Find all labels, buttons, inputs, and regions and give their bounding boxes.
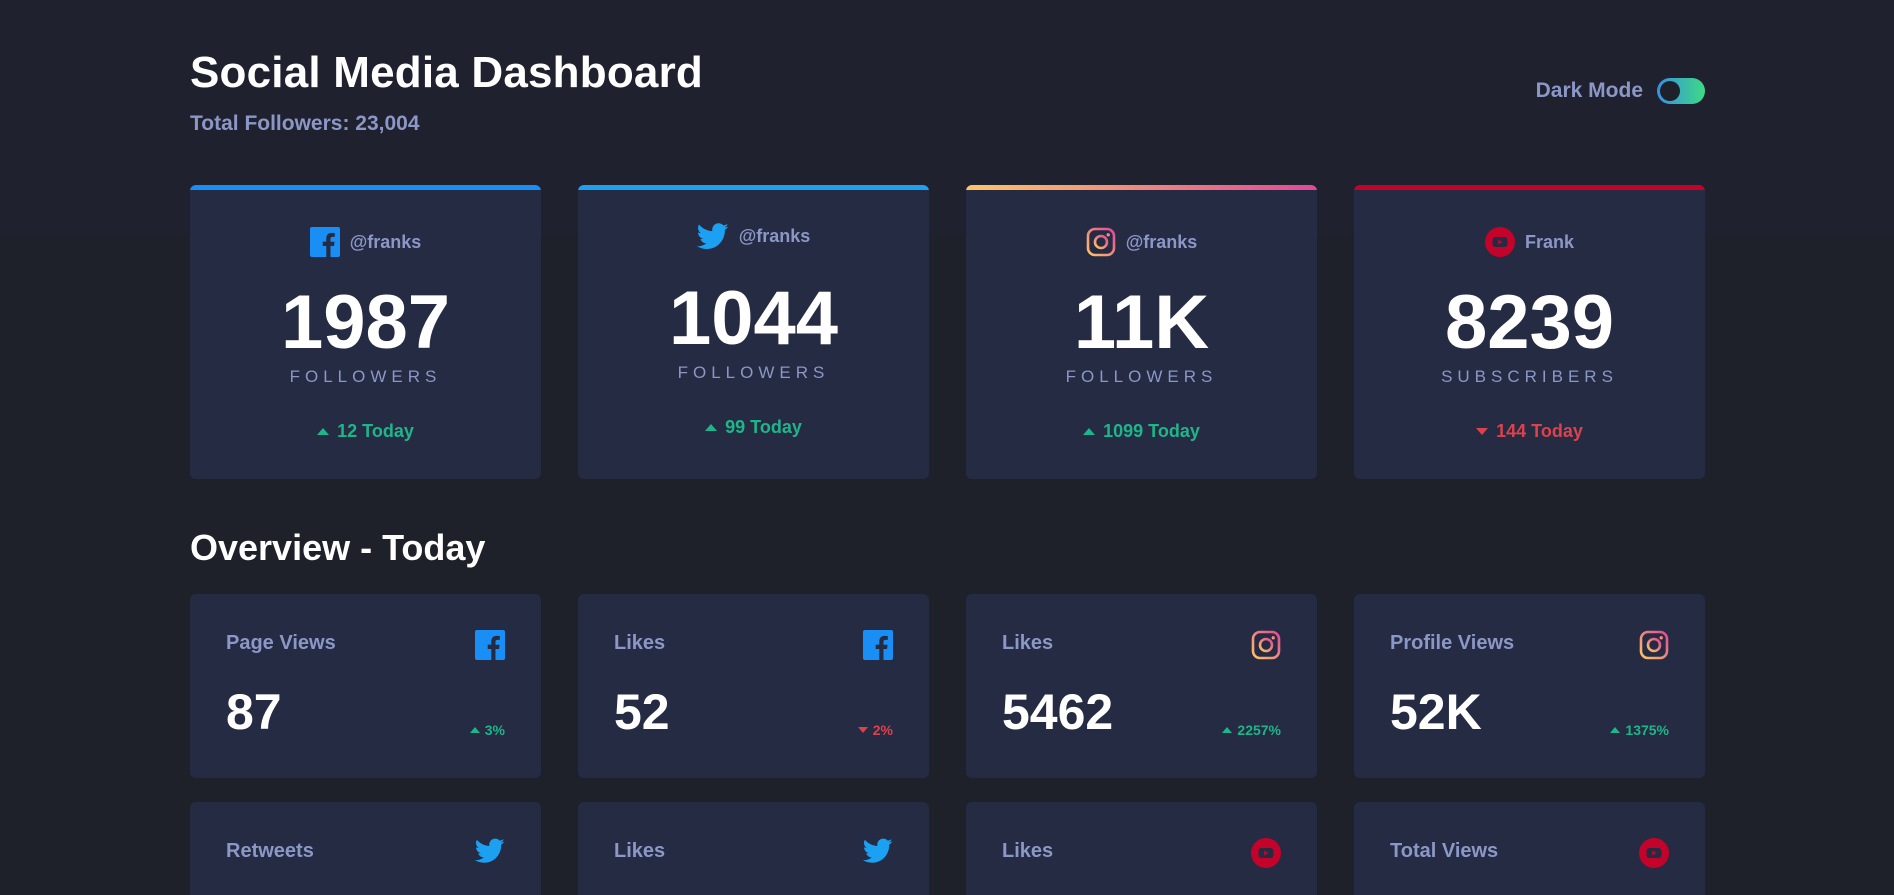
youtube-icon: [1251, 838, 1281, 868]
daily-change: 144 Today: [1354, 421, 1705, 442]
facebook-icon: [863, 630, 893, 660]
dark-mode-toggle[interactable]: [1657, 78, 1705, 104]
card-handle: @franks: [190, 227, 541, 257]
overview-change: 2%: [857, 722, 893, 738]
daily-change-text: 144 Today: [1496, 421, 1583, 441]
follower-label: FOLLOWERS: [1065, 367, 1218, 386]
overview-value: 52: [614, 684, 670, 740]
follower-label: SUBSCRIBERS: [1441, 367, 1618, 386]
follower-count: 8239: [1444, 280, 1615, 365]
facebook-icon: [309, 227, 340, 257]
header: Social Media Dashboard Total Followers: …: [190, 48, 1705, 148]
card-handle: Frank: [1354, 227, 1705, 257]
arrow-up-icon: [469, 727, 480, 733]
overview-card-facebook-page-views[interactable]: Page Views 87 3%: [190, 594, 541, 778]
daily-change-text: 99 Today: [725, 417, 802, 437]
youtube-icon: [1639, 838, 1669, 868]
overview-card-twitter-retweets[interactable]: Retweets: [190, 802, 541, 895]
instagram-icon: [1086, 227, 1116, 257]
overview-label: Retweets: [226, 840, 314, 862]
arrow-up-icon: [1222, 727, 1233, 733]
daily-change: 99 Today: [578, 417, 929, 438]
overview-card-instagram-likes[interactable]: Likes 5462 2257%: [966, 594, 1317, 778]
overview-change-text: 3%: [484, 722, 505, 738]
dashboard: Social Media Dashboard Total Followers: …: [190, 0, 1705, 895]
overview-card-youtube-total-views[interactable]: Total Views: [1354, 802, 1705, 895]
follower-card-youtube[interactable]: Frank 8239 SUBSCRIBERS 144 Today: [1354, 185, 1705, 479]
card-accent-bar: [190, 185, 541, 190]
follower-count: 11K: [1073, 280, 1210, 365]
overview-label: Profile Views: [1390, 632, 1515, 654]
twitter-icon: [696, 223, 729, 250]
overview-label: Likes: [1002, 840, 1054, 862]
card-handle: @franks: [966, 227, 1317, 257]
card-accent-bar: [966, 185, 1317, 190]
daily-change-text: 12 Today: [337, 421, 414, 441]
handle-text: @franks: [738, 226, 811, 246]
instagram-icon: [1251, 630, 1281, 660]
overview-label: Page Views: [226, 632, 336, 654]
handle-text: @franks: [349, 231, 422, 252]
overview-label: Total Views: [1390, 840, 1499, 862]
overview-change-text: 2257%: [1237, 722, 1281, 738]
overview-change: 2257%: [1222, 722, 1281, 738]
overview-label: Likes: [614, 840, 666, 862]
daily-change: 1099 Today: [966, 421, 1317, 442]
card-accent-bar: [1354, 185, 1705, 190]
youtube-icon: [1484, 227, 1515, 257]
instagram-icon: [1639, 630, 1669, 660]
daily-change-text: 1099 Today: [1103, 421, 1200, 441]
overview-card-facebook-likes[interactable]: Likes 52 2%: [578, 594, 929, 778]
arrow-up-icon: [317, 428, 330, 435]
overview-change-text: 2%: [872, 722, 893, 738]
card-accent-bar: [578, 185, 929, 190]
arrow-up-icon: [1083, 428, 1096, 435]
overview-label: Likes: [1002, 632, 1054, 654]
toggle-knob: [1660, 81, 1680, 101]
handle-text: Frank: [1524, 231, 1575, 252]
follower-label: FOLLOWERS: [289, 367, 442, 386]
follower-label: FOLLOWERS: [677, 363, 830, 382]
card-handle: @franks: [578, 223, 929, 250]
overview-title: Overview - Today: [190, 527, 486, 568]
overview-change: 1375%: [1610, 722, 1669, 738]
overview-change-text: 1375%: [1625, 722, 1669, 738]
twitter-icon: [863, 838, 893, 868]
follower-count: 1044: [668, 276, 839, 361]
overview-value: 87: [226, 684, 282, 740]
overview-card-instagram-profile-views[interactable]: Profile Views 52K 1375%: [1354, 594, 1705, 778]
arrow-up-icon: [1610, 727, 1621, 733]
follower-card-instagram[interactable]: @franks 11K FOLLOWERS 1099 Today: [966, 185, 1317, 479]
overview-value: 5462: [1002, 684, 1114, 740]
overview-card-youtube-likes[interactable]: Likes: [966, 802, 1317, 895]
follower-cards: @franks 1987 FOLLOWERS 12 Today @franks …: [190, 185, 1705, 479]
handle-text: @franks: [1125, 231, 1198, 252]
follower-count: 1987: [280, 280, 451, 365]
daily-change: 12 Today: [190, 421, 541, 442]
arrow-down-icon: [1476, 428, 1489, 435]
dark-mode-control: Dark Mode: [1536, 78, 1705, 104]
overview-value: 52K: [1390, 684, 1482, 740]
overview-label: Likes: [614, 632, 666, 654]
arrow-up-icon: [705, 424, 718, 431]
twitter-icon: [475, 838, 505, 868]
follower-card-twitter[interactable]: @franks 1044 FOLLOWERS 99 Today: [578, 185, 929, 479]
facebook-icon: [475, 630, 505, 660]
follower-card-facebook[interactable]: @franks 1987 FOLLOWERS 12 Today: [190, 185, 541, 479]
overview-card-twitter-likes[interactable]: Likes: [578, 802, 929, 895]
arrow-down-icon: [857, 727, 868, 733]
dark-mode-label: Dark Mode: [1535, 79, 1643, 102]
total-followers: Total Followers: 23,004: [190, 112, 420, 135]
overview-change: 3%: [469, 722, 505, 738]
page-title: Social Media Dashboard: [190, 48, 703, 97]
